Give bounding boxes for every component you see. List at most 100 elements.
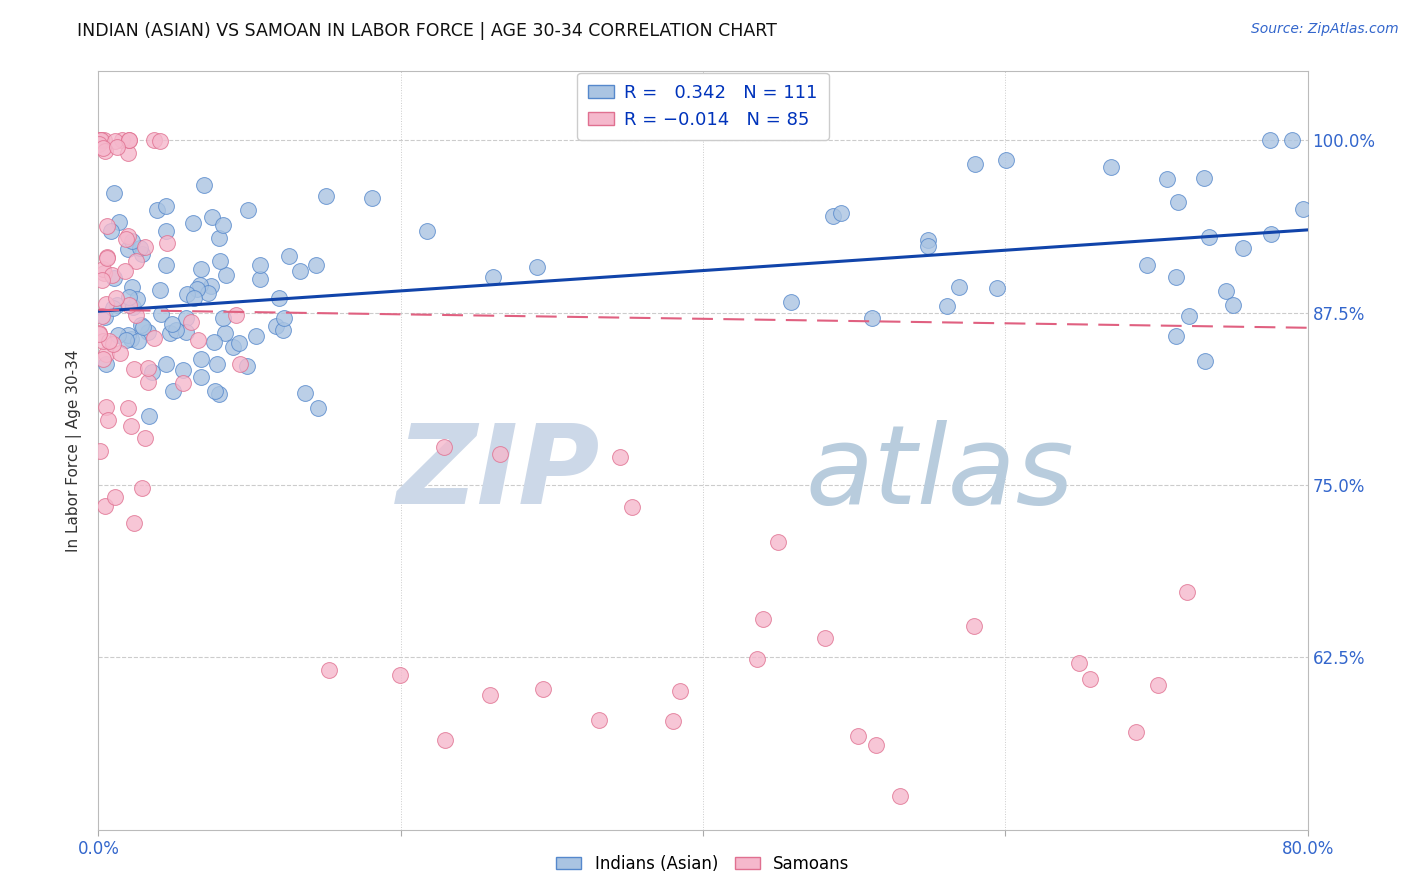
- Point: [136, 376, 159, 390]
- Point: [315, 188, 337, 202]
- Point: [1178, 309, 1201, 323]
- Point: [1164, 329, 1187, 343]
- Point: [100, 224, 122, 238]
- Point: [141, 365, 163, 379]
- Point: [190, 352, 212, 367]
- Point: [388, 668, 411, 682]
- Point: [181, 216, 204, 230]
- Point: [489, 447, 512, 461]
- Point: [846, 730, 869, 744]
- Text: atlas: atlas: [806, 420, 1074, 526]
- Point: [104, 490, 127, 504]
- Point: [89, 133, 111, 147]
- Point: [214, 326, 236, 340]
- Point: [87, 137, 110, 152]
- Point: [155, 258, 177, 272]
- Point: [114, 232, 136, 246]
- Point: [159, 326, 181, 340]
- Point: [134, 240, 156, 254]
- Point: [249, 271, 271, 285]
- Point: [183, 291, 205, 305]
- Point: [127, 334, 149, 349]
- Point: [1260, 227, 1282, 242]
- Point: [121, 280, 143, 294]
- Point: [146, 203, 169, 218]
- Point: [1291, 202, 1313, 216]
- Point: [118, 133, 141, 147]
- Point: [1136, 258, 1159, 272]
- Point: [122, 300, 145, 314]
- Point: [93, 266, 115, 280]
- Point: [129, 318, 152, 332]
- Point: [180, 314, 202, 328]
- Point: [94, 346, 117, 360]
- Point: [201, 210, 224, 224]
- Point: [91, 141, 114, 155]
- Point: [245, 329, 267, 343]
- Point: [174, 311, 197, 326]
- Point: [94, 400, 117, 414]
- Point: [114, 264, 136, 278]
- Point: [125, 292, 148, 306]
- Point: [1232, 241, 1254, 255]
- Legend: Indians (Asian), Samoans: Indians (Asian), Samoans: [550, 848, 856, 880]
- Point: [187, 334, 209, 348]
- Point: [129, 241, 152, 255]
- Point: [107, 327, 129, 342]
- Point: [90, 133, 112, 147]
- Point: [117, 242, 139, 256]
- Point: [174, 325, 197, 339]
- Text: Source: ZipAtlas.com: Source: ZipAtlas.com: [1251, 22, 1399, 37]
- Point: [117, 401, 139, 416]
- Point: [208, 231, 231, 245]
- Point: [212, 218, 235, 232]
- Point: [132, 320, 155, 334]
- Point: [1215, 284, 1237, 298]
- Point: [225, 308, 247, 322]
- Point: [89, 133, 111, 147]
- Point: [93, 133, 115, 147]
- Point: [222, 340, 245, 354]
- Point: [1164, 269, 1187, 284]
- Point: [143, 133, 166, 147]
- Point: [89, 444, 111, 458]
- Point: [936, 299, 959, 313]
- Point: [155, 357, 177, 371]
- Point: [215, 268, 238, 282]
- Point: [131, 481, 153, 495]
- Point: [120, 419, 142, 434]
- Point: [91, 351, 114, 366]
- Point: [122, 516, 145, 530]
- Point: [1222, 298, 1244, 312]
- Text: ZIP: ZIP: [396, 420, 600, 526]
- Point: [125, 308, 148, 322]
- Point: [526, 260, 548, 274]
- Point: [1099, 161, 1122, 175]
- Point: [200, 279, 222, 293]
- Point: [434, 733, 457, 747]
- Point: [136, 360, 159, 375]
- Point: [118, 133, 141, 147]
- Point: [188, 277, 211, 292]
- Point: [117, 228, 139, 243]
- Point: [416, 224, 439, 238]
- Point: [766, 534, 789, 549]
- Point: [94, 357, 117, 371]
- Point: [318, 663, 340, 677]
- Point: [433, 440, 456, 454]
- Point: [104, 291, 127, 305]
- Point: [290, 264, 312, 278]
- Point: [98, 334, 121, 348]
- Point: [176, 286, 198, 301]
- Point: [149, 308, 172, 322]
- Point: [889, 789, 911, 804]
- Point: [122, 362, 145, 376]
- Point: [172, 376, 194, 390]
- Point: [94, 500, 117, 514]
- Point: [91, 334, 114, 348]
- Point: [105, 298, 128, 312]
- Point: [823, 209, 845, 223]
- Point: [994, 153, 1017, 168]
- Point: [269, 291, 291, 305]
- Point: [669, 683, 692, 698]
